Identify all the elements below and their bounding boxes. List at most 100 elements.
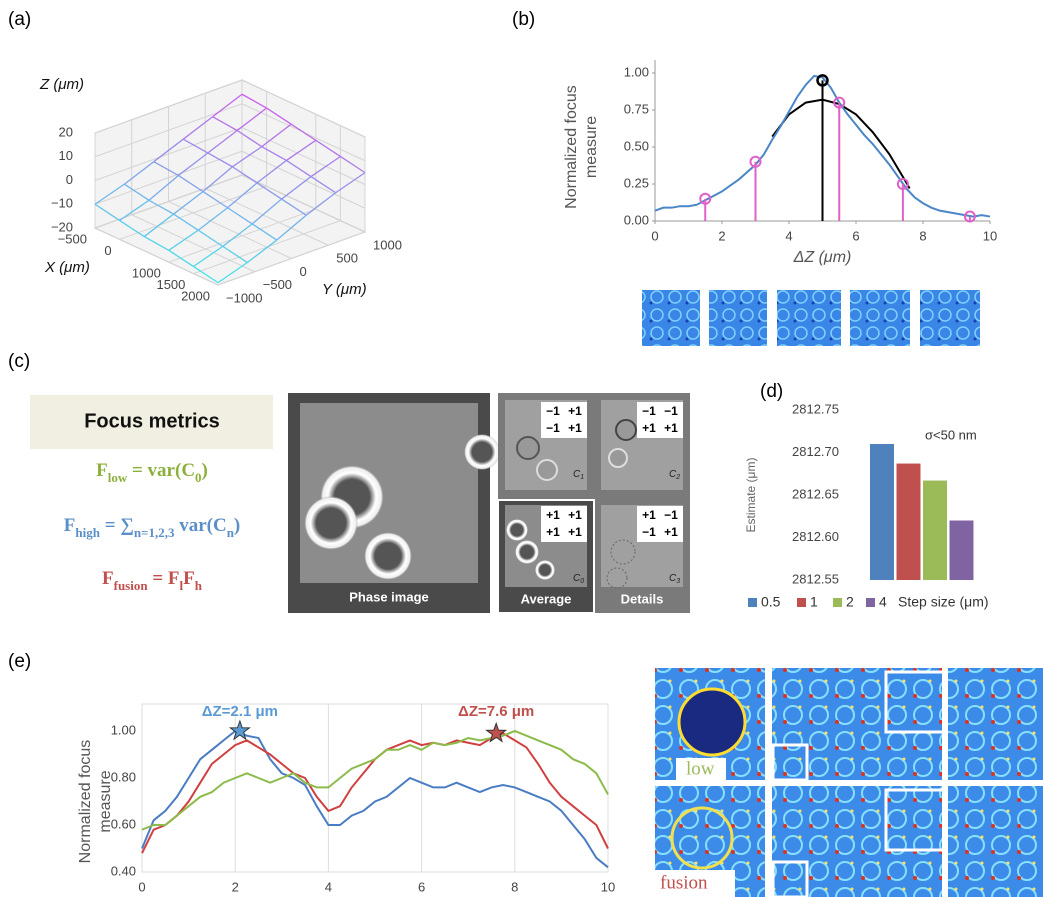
x-tick-label: 6 bbox=[418, 879, 425, 894]
kernel-label-part: C bbox=[669, 573, 677, 584]
surface-edge bbox=[173, 191, 204, 215]
surface-edge bbox=[305, 192, 336, 216]
grid-line bbox=[131, 214, 255, 273]
surface-edge bbox=[251, 223, 278, 241]
kernel-value: +1 bbox=[664, 421, 678, 435]
surface-edge bbox=[148, 174, 179, 201]
x-axis-label: X (μm) bbox=[44, 259, 90, 276]
metrics-title: Focus metrics bbox=[84, 410, 220, 432]
kernel-value: −1 bbox=[664, 508, 678, 522]
surface-edge bbox=[217, 261, 248, 284]
kernel-value: +1 bbox=[568, 404, 582, 418]
image-label: fusion bbox=[660, 872, 708, 893]
kernel-label: C2 bbox=[669, 469, 680, 482]
surface-edge bbox=[119, 199, 150, 221]
surface-edge bbox=[281, 198, 307, 216]
y-tick-label: 500 bbox=[336, 251, 358, 266]
thumbnails-b bbox=[642, 290, 980, 346]
kernel-value: +1 bbox=[546, 508, 560, 522]
cell bbox=[536, 459, 558, 481]
bar bbox=[896, 463, 921, 580]
x-tick-label: 0 bbox=[138, 879, 145, 894]
kernel-value: −1 bbox=[642, 404, 656, 418]
x-tick-label: 8 bbox=[511, 879, 518, 894]
surface-edge bbox=[178, 152, 209, 176]
surface-edge bbox=[315, 139, 341, 158]
inset-box bbox=[771, 860, 809, 897]
grid-line bbox=[241, 174, 366, 233]
formula: Ffusion = FlFh bbox=[102, 568, 203, 593]
kernel-value: −1 bbox=[664, 404, 678, 418]
x-tick-label: 1500 bbox=[156, 277, 185, 292]
surface-edge bbox=[119, 219, 145, 238]
y-tick-label: 1.00 bbox=[624, 64, 649, 79]
x-axis-label: ΔZ (μm) bbox=[793, 249, 852, 266]
formula-part: high bbox=[75, 525, 100, 540]
surface-edge bbox=[212, 93, 243, 118]
surface-edge bbox=[193, 265, 219, 284]
legend-swatch bbox=[833, 598, 842, 607]
cell bbox=[464, 434, 500, 470]
cell bbox=[610, 539, 636, 565]
y-tick-label: 0.00 bbox=[624, 212, 649, 227]
formula-part: var(C bbox=[174, 515, 226, 536]
stem-marker bbox=[749, 155, 762, 168]
kernel-label-part: 1 bbox=[580, 474, 584, 481]
surface-edge bbox=[153, 161, 179, 177]
y-tick-label: 2812.75 bbox=[792, 401, 839, 416]
thumbnail bbox=[920, 290, 980, 346]
thumbnail bbox=[777, 290, 841, 346]
y-tick-label: 0.75 bbox=[624, 101, 649, 116]
surface-edge bbox=[256, 182, 282, 200]
surface-edge bbox=[266, 107, 292, 125]
y-tick-label: 2812.70 bbox=[792, 444, 839, 459]
grid-line bbox=[205, 187, 329, 246]
star-marker bbox=[228, 719, 251, 741]
kernel-value: +1 bbox=[568, 421, 582, 435]
surface-edge bbox=[153, 138, 184, 163]
surface-edge bbox=[143, 213, 174, 238]
surface-edge bbox=[310, 155, 341, 178]
y-tick-label: 0.25 bbox=[624, 175, 649, 190]
formula-part: ) bbox=[202, 460, 208, 481]
panel-label: (e) bbox=[8, 651, 31, 672]
plot-frame bbox=[141, 703, 609, 873]
x-tick-label: 2 bbox=[718, 228, 725, 243]
cell bbox=[608, 448, 628, 468]
cell bbox=[606, 567, 628, 589]
x-tick-label: 0 bbox=[651, 228, 658, 243]
formula-part: fusion bbox=[114, 578, 149, 593]
cell bbox=[670, 806, 734, 870]
y-tick-label: −1000 bbox=[226, 290, 263, 305]
surface-edge bbox=[207, 152, 233, 168]
cell bbox=[615, 419, 637, 441]
surface-edge bbox=[276, 214, 307, 241]
surface-edge bbox=[251, 198, 283, 225]
surface-edge bbox=[310, 176, 336, 194]
formula-part: n bbox=[227, 525, 235, 540]
inset-box bbox=[884, 788, 948, 852]
kernel-label: C1 bbox=[573, 469, 584, 482]
x-tick-label: 10 bbox=[601, 879, 615, 894]
x-tick-label: 4 bbox=[785, 228, 792, 243]
y-axis-label: measure bbox=[97, 770, 114, 832]
surface-edge bbox=[178, 174, 204, 193]
fusion-images: low fusion bbox=[655, 668, 1043, 897]
surface-edge bbox=[182, 138, 209, 154]
surface-edge bbox=[148, 199, 174, 215]
formula-part: = F bbox=[148, 568, 180, 589]
series-line bbox=[141, 729, 609, 869]
y-tick-label: 1.00 bbox=[111, 722, 136, 737]
annotation: ΔZ=7.6 μm bbox=[458, 703, 534, 720]
y-axis-label: Y (μm) bbox=[322, 281, 367, 298]
kernel-label-part: C bbox=[573, 573, 581, 584]
z-tick-label: 10 bbox=[59, 148, 73, 163]
formula-part: = var(C bbox=[127, 460, 195, 481]
x-tick-label: 2 bbox=[232, 879, 239, 894]
kernel-value: +1 bbox=[568, 508, 582, 522]
image bbox=[772, 668, 942, 780]
image bbox=[948, 786, 1043, 897]
annotation: ΔZ=2.1 μm bbox=[202, 703, 278, 720]
surface-edge bbox=[261, 123, 292, 148]
label-box bbox=[676, 758, 726, 782]
